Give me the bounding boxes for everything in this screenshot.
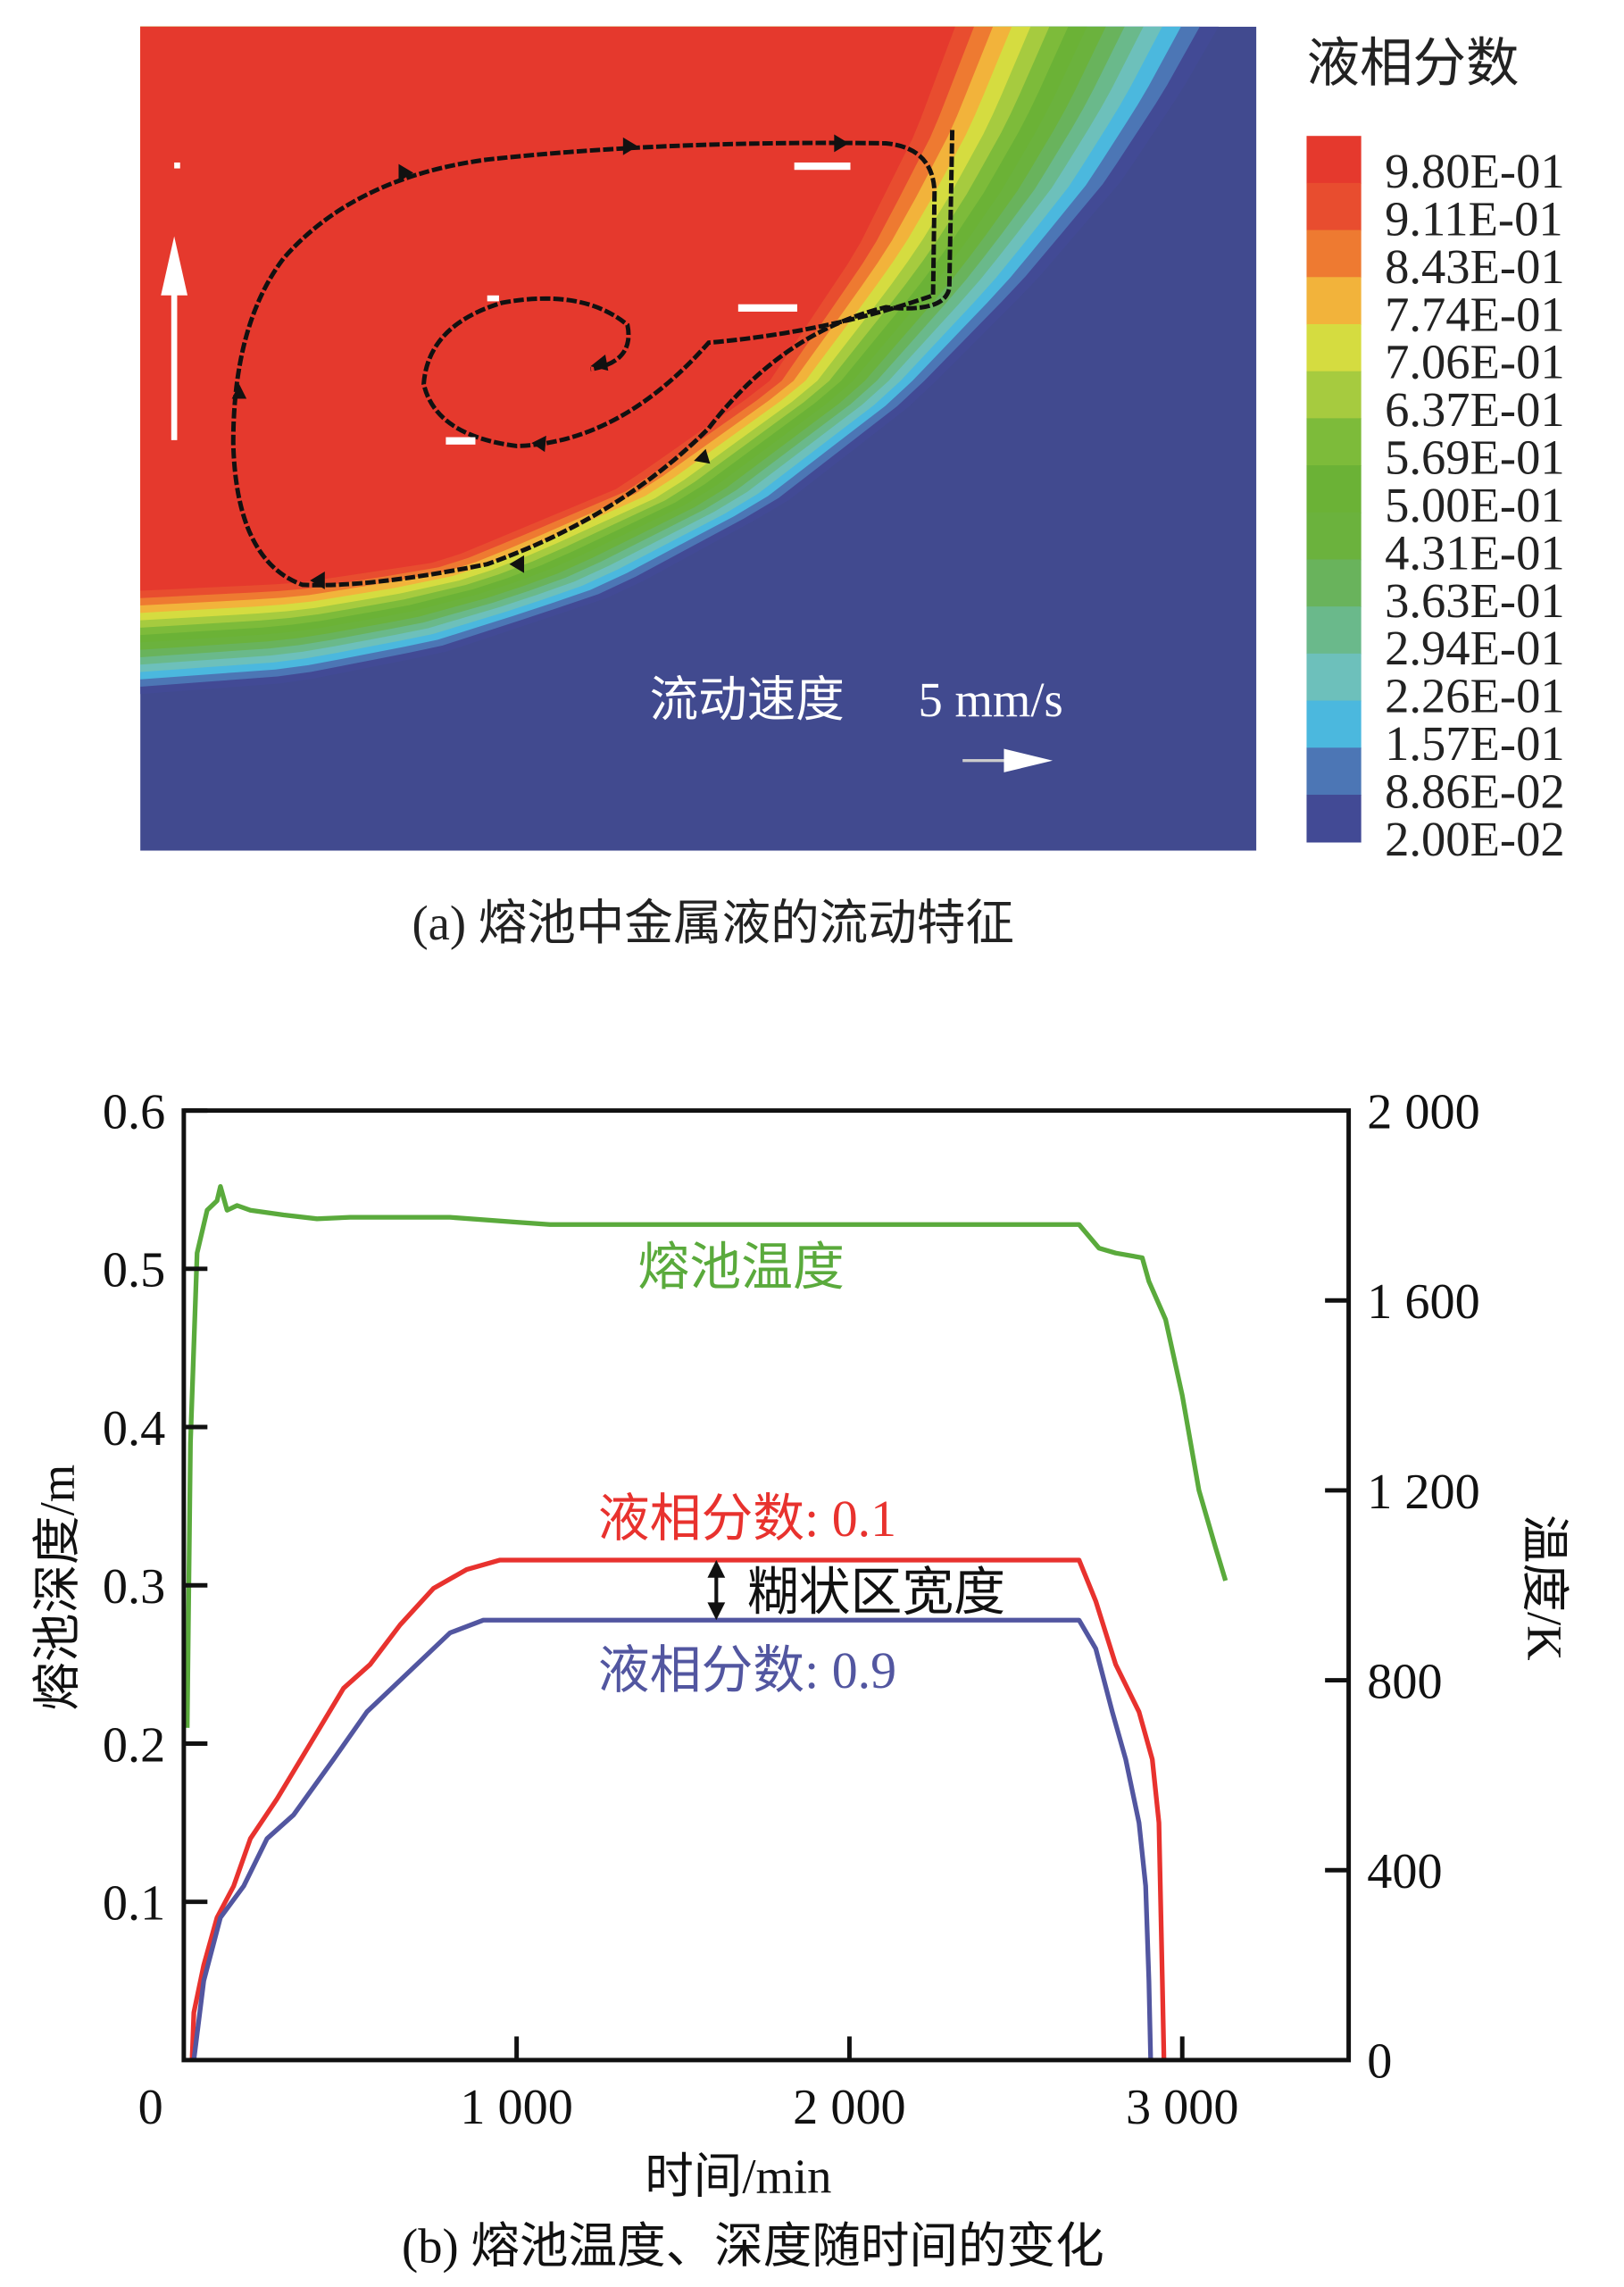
legend-label: 6.37E-01	[1385, 382, 1565, 437]
y-left-tick-label: 0.5	[103, 1243, 165, 1298]
caption-b: (b) 熔池温度、深度随时间的变化	[402, 2218, 1104, 2273]
colorbar-legend: 液相分数 9.80E-019.11E-018.43E-017.74E-017.0…	[1306, 34, 1565, 866]
y-right-axis-label: 温度/K	[1518, 1515, 1572, 1661]
legend-label: 9.11E-01	[1385, 191, 1563, 246]
legend-swatch	[1306, 747, 1362, 796]
legend-label: 2.94E-01	[1385, 621, 1565, 675]
legend-label: 2.26E-01	[1385, 669, 1565, 723]
legend-label: 2.00E-02	[1385, 812, 1565, 866]
legend-label: 3.63E-01	[1385, 573, 1565, 628]
y-left-tick-label: 0.6	[103, 1084, 165, 1139]
series-line-0	[185, 1183, 1228, 1728]
y-right-tick-label: 400	[1367, 1844, 1442, 1899]
y-left-tick-label: 0.3	[103, 1559, 165, 1615]
arrow-up-icon	[161, 236, 188, 296]
mushy-zone-arrow-icon	[707, 1559, 726, 1621]
legend-swatch	[1306, 700, 1362, 749]
velocity-scale-value: 5 mm/s	[919, 672, 1063, 727]
legend-label: 5.00E-01	[1385, 478, 1565, 532]
legend-swatch	[1306, 465, 1362, 513]
caption-a: (a) 熔池中金属液的流动特征	[412, 896, 1014, 950]
legend-swatch	[1306, 653, 1362, 702]
legend-swatches	[1306, 136, 1362, 843]
legend-swatch	[1306, 559, 1362, 607]
legend-swatch	[1306, 277, 1362, 325]
velocity-vectors	[161, 162, 851, 445]
legend-title: 液相分数	[1306, 34, 1519, 93]
line-chart: 0 1 000 2 000 3 000 0.1 0.2 0.3 0.4 0.5 0.6 0 400 80…	[30, 1084, 1572, 2273]
legend-label: 5.69E-01	[1385, 430, 1565, 485]
y-right-tick-label: 1 200	[1367, 1465, 1480, 1520]
contour-plot: 流动速度 5 mm/s	[140, 26, 1257, 851]
x-tick-label: 2 000	[793, 2080, 906, 2135]
y-left-tick-label: 0.2	[103, 1717, 165, 1773]
y-right-tick-label: 2 000	[1367, 1084, 1480, 1139]
legend-label: 7.06E-01	[1385, 335, 1565, 389]
legend-label: 9.80E-01	[1385, 144, 1565, 198]
x-tick-label: 0	[138, 2080, 163, 2135]
legend-swatch	[1306, 794, 1362, 843]
y-right-tick-label: 800	[1367, 1654, 1442, 1709]
legend-label: 8.86E-02	[1385, 764, 1565, 818]
series-line-2	[191, 1617, 1153, 2061]
legend-swatch	[1306, 418, 1362, 466]
flow-arrow-icons	[231, 134, 849, 589]
legend-swatch	[1306, 512, 1362, 561]
series-line-1	[189, 1557, 1167, 2060]
mushy-zone-label: 糊状区宽度	[747, 1564, 1005, 1622]
legend-swatch	[1306, 606, 1362, 655]
legend-labels: 9.80E-019.11E-018.43E-017.74E-017.06E-01…	[1385, 144, 1565, 866]
streamline-path	[230, 129, 955, 588]
y-right-tick-label: 1 600	[1367, 1274, 1480, 1330]
legend-label: 4.31E-01	[1385, 525, 1565, 580]
series-label-lf-0-9: 液相分数: 0.9	[598, 1641, 896, 1699]
contour-band	[140, 26, 955, 591]
legend-swatch	[1306, 323, 1362, 372]
x-axis-label: 时间/min	[645, 2149, 831, 2204]
legend-swatch	[1306, 182, 1362, 231]
y-left-tick-label: 0.1	[103, 1876, 165, 1932]
legend-label: 8.43E-01	[1385, 239, 1565, 294]
legend-swatch	[1306, 136, 1362, 184]
y-left-axis-label: 熔池深度/m	[30, 1465, 85, 1711]
y-left-tick-label: 0.4	[103, 1401, 165, 1457]
axis-ticks: 0 1 000 2 000 3 000 0.1 0.2 0.3 0.4 0.5 0.6 0 400 80…	[103, 1084, 1480, 2135]
x-tick-label: 3 000	[1126, 2080, 1239, 2135]
y-right-tick-label: 0	[1367, 2034, 1392, 2090]
series-label-temperature: 熔池温度	[637, 1239, 844, 1297]
legend-label: 1.57E-01	[1385, 716, 1565, 771]
scale-arrow-icon	[962, 748, 1054, 772]
velocity-label: 流动速度	[650, 672, 845, 727]
series-label-lf-0-1: 液相分数: 0.1	[598, 1490, 896, 1548]
legend-label: 7.74E-01	[1385, 287, 1565, 341]
chart-series	[185, 1183, 1228, 2061]
x-tick-label: 1 000	[460, 2080, 573, 2135]
legend-swatch	[1306, 371, 1362, 420]
streamlines	[230, 129, 955, 589]
legend-swatch	[1306, 230, 1362, 279]
